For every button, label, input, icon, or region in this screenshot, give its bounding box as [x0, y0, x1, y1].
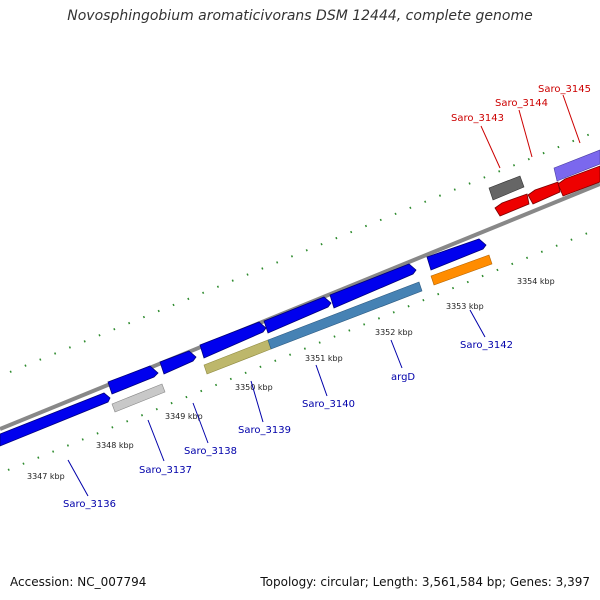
label-leaders	[67, 94, 581, 497]
tick-label: 3352 kbp	[375, 328, 413, 337]
leader-saro-3143	[480, 125, 501, 169]
gene-saro-3139[interactable]	[199, 321, 267, 359]
feature-bars	[111, 254, 493, 413]
leader-saro-3136	[67, 459, 89, 497]
map-title: Novosphingobium aromaticivorans DSM 1244…	[67, 8, 533, 24]
gene-label-saro-3140[interactable]: Saro_3140	[302, 399, 355, 410]
feature-gray-3137	[111, 383, 166, 413]
gene-label-argd[interactable]: argD	[391, 372, 415, 383]
leader-argd	[390, 339, 403, 369]
leader-saro-3144	[518, 109, 533, 158]
forward-strand-genes	[0, 238, 487, 447]
gene-label-saro-3143[interactable]: Saro_3143	[451, 113, 504, 124]
gene-label-saro-3136[interactable]: Saro_3136	[63, 499, 116, 510]
feature-orange-3142	[430, 254, 493, 286]
gene-saro-3145[interactable]	[557, 165, 600, 197]
gene-saro-3136[interactable]	[0, 392, 111, 447]
tick-label: 3354 kbp	[517, 277, 555, 286]
leader-saro-3145	[562, 94, 581, 144]
gene-saro-3138[interactable]	[159, 350, 197, 375]
leader-saro-3138	[192, 402, 209, 444]
gene-label-saro-3142[interactable]: Saro_3142	[460, 340, 513, 351]
tick-label: 3348 kbp	[96, 441, 134, 450]
feature-steelblue-3140	[267, 281, 423, 350]
tick-labels: 3347 kbp 3348 kbp 3349 kbp 3350 kbp 3351…	[27, 277, 555, 481]
tick-label: 3351 kbp	[305, 354, 343, 363]
leader-saro-3139	[250, 380, 264, 423]
gene-label-saro-3139[interactable]: Saro_3139	[238, 425, 291, 436]
genome-summary-text: Topology: circular; Length: 3,561,584 bp…	[260, 575, 590, 589]
gene-argd[interactable]	[329, 263, 417, 309]
gene-label-saro-3138[interactable]: Saro_3138	[184, 446, 237, 457]
leader-saro-3142	[469, 309, 486, 338]
gene-saro-3143[interactable]	[494, 193, 530, 217]
gene-label-saro-3144[interactable]: Saro_3144	[495, 98, 548, 109]
feature-darkgray-3143	[488, 175, 525, 201]
gene-labels: Saro_3136 Saro_3137 Saro_3138 Saro_3139 …	[63, 84, 591, 510]
gene-saro-3140[interactable]	[263, 296, 332, 334]
accession-text: Accession: NC_007794	[10, 575, 147, 589]
gene-label-saro-3145[interactable]: Saro_3145	[538, 84, 591, 95]
tick-label: 3347 kbp	[27, 472, 65, 481]
tick-label: 3353 kbp	[446, 302, 484, 311]
leader-saro-3137	[147, 419, 165, 462]
gene-label-saro-3137[interactable]: Saro_3137	[139, 465, 192, 476]
reverse-strand-genes	[488, 149, 600, 217]
tick-label: 3349 kbp	[165, 412, 203, 421]
leader-saro-3140	[315, 364, 328, 397]
gene-saro-3137[interactable]	[107, 365, 159, 395]
gene-saro-3142[interactable]	[426, 238, 487, 271]
tick-label: 3350 kbp	[235, 383, 273, 392]
feature-purple-3145	[553, 149, 600, 182]
